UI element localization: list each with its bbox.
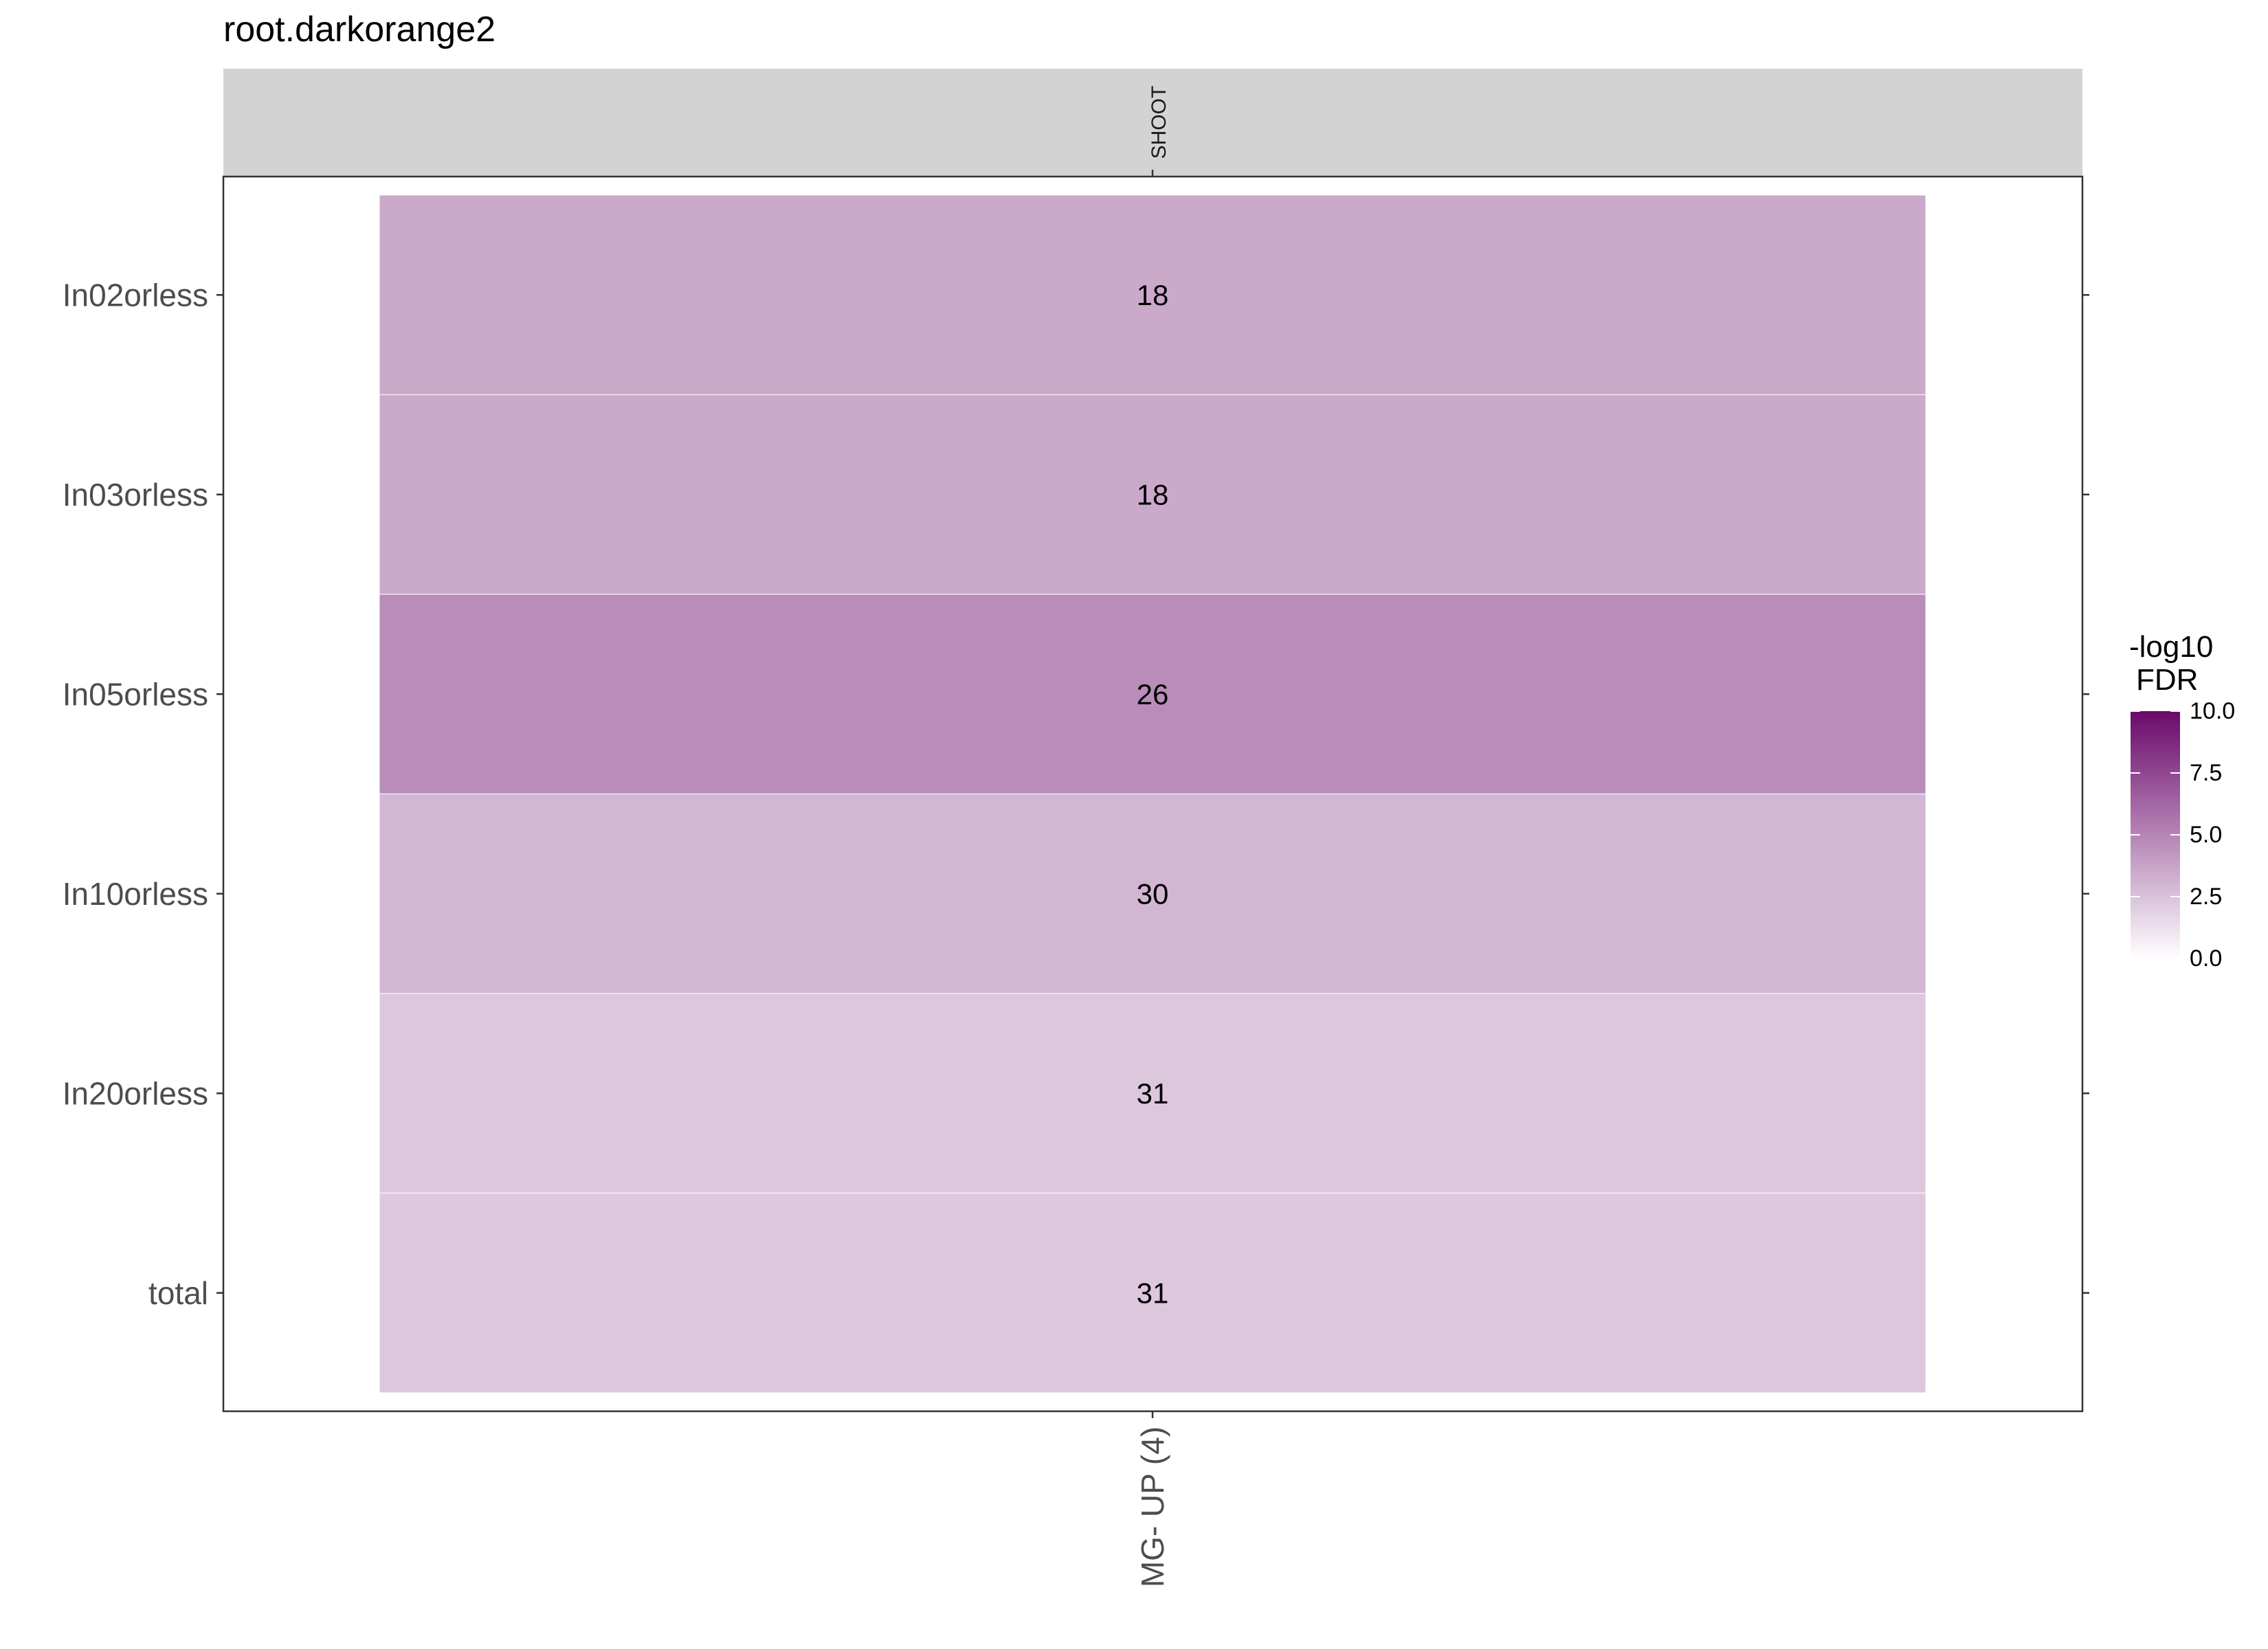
legend-tick-label: 5.0 [2190,822,2222,848]
legend-title-line2: FDR [2136,663,2198,697]
legend-tick-label: 7.5 [2190,760,2222,786]
legend-title-line1: -log10 [2129,630,2213,664]
x-tick-label: MG- UP (4) [1135,1426,1170,1587]
x-axis: MG- UP (4) [1135,170,1170,1587]
heatmap-cell [379,194,1926,396]
cell-value-label: 31 [1137,1077,1169,1110]
y-tick-label: In05orless [63,676,208,712]
heatmap-cells [379,194,1926,1393]
heatmap-cell [379,394,1926,595]
color-legend: -log10 FDR 0.0 2.5 5.0 7.5 10.0 [2129,630,2235,972]
legend-tick-label: 0.0 [2190,945,2222,972]
y-tick-label: In10orless [63,876,208,912]
heatmap-cell [379,594,1926,795]
legend-tick-label: 10.0 [2190,698,2235,724]
cell-value-label: 30 [1137,877,1169,910]
cell-value-label: 18 [1137,478,1169,511]
cell-value-label: 26 [1137,678,1169,710]
facet-strip [223,69,2082,177]
cell-value-label: 18 [1137,279,1169,311]
y-tick-label: In02orless [63,277,208,313]
chart-title: root.darkorange2 [223,10,496,49]
heatmap-cell [379,993,1926,1194]
cell-value-label: 31 [1137,1277,1169,1309]
legend-tick-label: 2.5 [2190,884,2222,910]
y-tick-label: total [148,1275,208,1311]
y-tick-label: In03orless [63,477,208,513]
y-axis: In02orless In03orless In05orless In10orless… [63,277,2089,1311]
legend-ticks: 0.0 2.5 5.0 7.5 10.0 [2131,698,2235,972]
facet-strip-label: SHOOT [1148,86,1170,159]
y-tick-label: In20orless [63,1075,208,1111]
heatmap-cell [379,793,1926,994]
heatmap-cell-labels: 18 18 26 30 31 31 [1137,279,1169,1310]
heatmap-cell [379,1192,1926,1393]
